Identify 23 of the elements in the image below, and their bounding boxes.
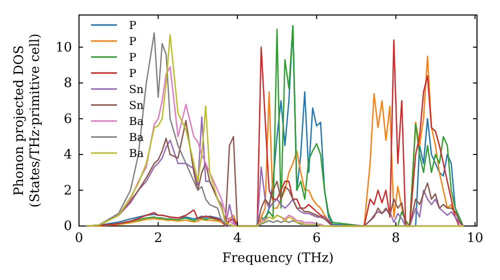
y-tick-label: 6 (64, 112, 72, 127)
legend-label: P (129, 19, 137, 32)
y-tick-label: 0 (64, 219, 72, 234)
y-tick-label: 2 (64, 183, 72, 198)
legend-label: Ba (129, 147, 144, 160)
y-tick-label: 10 (55, 40, 72, 56)
x-tick-label: 10 (466, 231, 484, 246)
x-tick-label: 0 (74, 231, 84, 246)
legend-label: P (129, 51, 137, 64)
legend-label: P (129, 35, 137, 48)
x-tick-label: 8 (392, 231, 400, 246)
x-tick-label: 6 (312, 231, 321, 246)
legend-label: Ba (129, 131, 144, 144)
x-tick-label: 4 (233, 231, 242, 246)
y-axis-title: Phonon projected DOS (States/THz·primitive cell) (12, 33, 43, 208)
legend-label: Ba (129, 115, 144, 128)
y-tick-label: 4 (64, 148, 72, 163)
x-tick-label: 2 (154, 231, 162, 246)
legend-label: Sn (129, 83, 144, 96)
legend-label: Sn (129, 99, 144, 112)
x-axis-title: Frequency (THz) (222, 251, 334, 266)
y-tick-label: 8 (64, 76, 72, 92)
legend-label: P (129, 67, 137, 80)
